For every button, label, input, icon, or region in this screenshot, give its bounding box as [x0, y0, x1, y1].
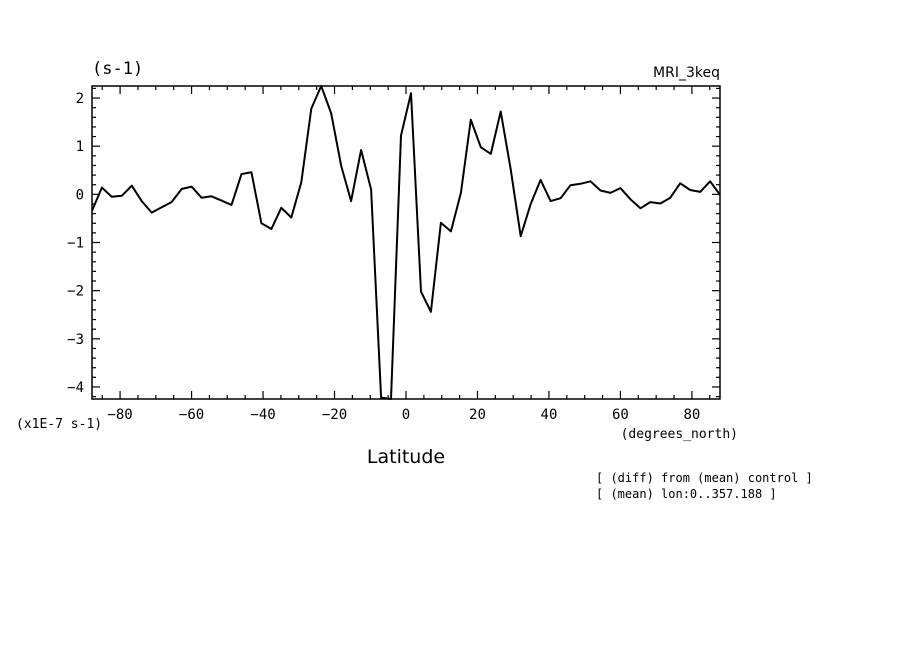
y-tick-label: 2 — [76, 91, 84, 107]
note-line-1: [ (diff) from (mean) control ] — [596, 471, 813, 485]
y-tick-label: −2 — [67, 284, 84, 300]
x-unit-label: (degrees_north) — [621, 427, 738, 442]
tick-labels: −80 −60 −40 −20 0 20 40 60 80 −4 −3 −2 −1 0 1 2 — [67, 91, 700, 423]
plot-frame — [91, 85, 721, 400]
y-tick-label: −4 — [67, 380, 84, 396]
x-tick-label: −20 — [322, 407, 347, 423]
series-line — [91, 85, 721, 400]
x-tick-label: 40 — [541, 407, 558, 423]
x-tick-label: −40 — [250, 407, 275, 423]
y-tick-label: −1 — [67, 236, 84, 252]
x-tick-label: 0 — [402, 407, 410, 423]
dataset-label: MRI_3keq — [653, 65, 720, 81]
x-tick-label: 80 — [683, 407, 700, 423]
y-tick-label: −3 — [67, 332, 84, 348]
axis-ticks — [92, 86, 720, 399]
y-tick-label: 1 — [76, 139, 84, 155]
x-tick-label: 20 — [469, 407, 486, 423]
unit-label: (s-1) — [92, 59, 143, 79]
x-tick-label: 60 — [612, 407, 629, 423]
x-tick-label: −80 — [107, 407, 132, 423]
x-axis-title: Latitude — [367, 446, 445, 468]
scale-label: (x1E-7 s-1) — [16, 417, 102, 432]
note-line-2: [ (mean) lon:0..357.188 ] — [596, 487, 777, 501]
x-tick-label: −60 — [179, 407, 204, 423]
y-tick-label: 0 — [76, 187, 84, 203]
